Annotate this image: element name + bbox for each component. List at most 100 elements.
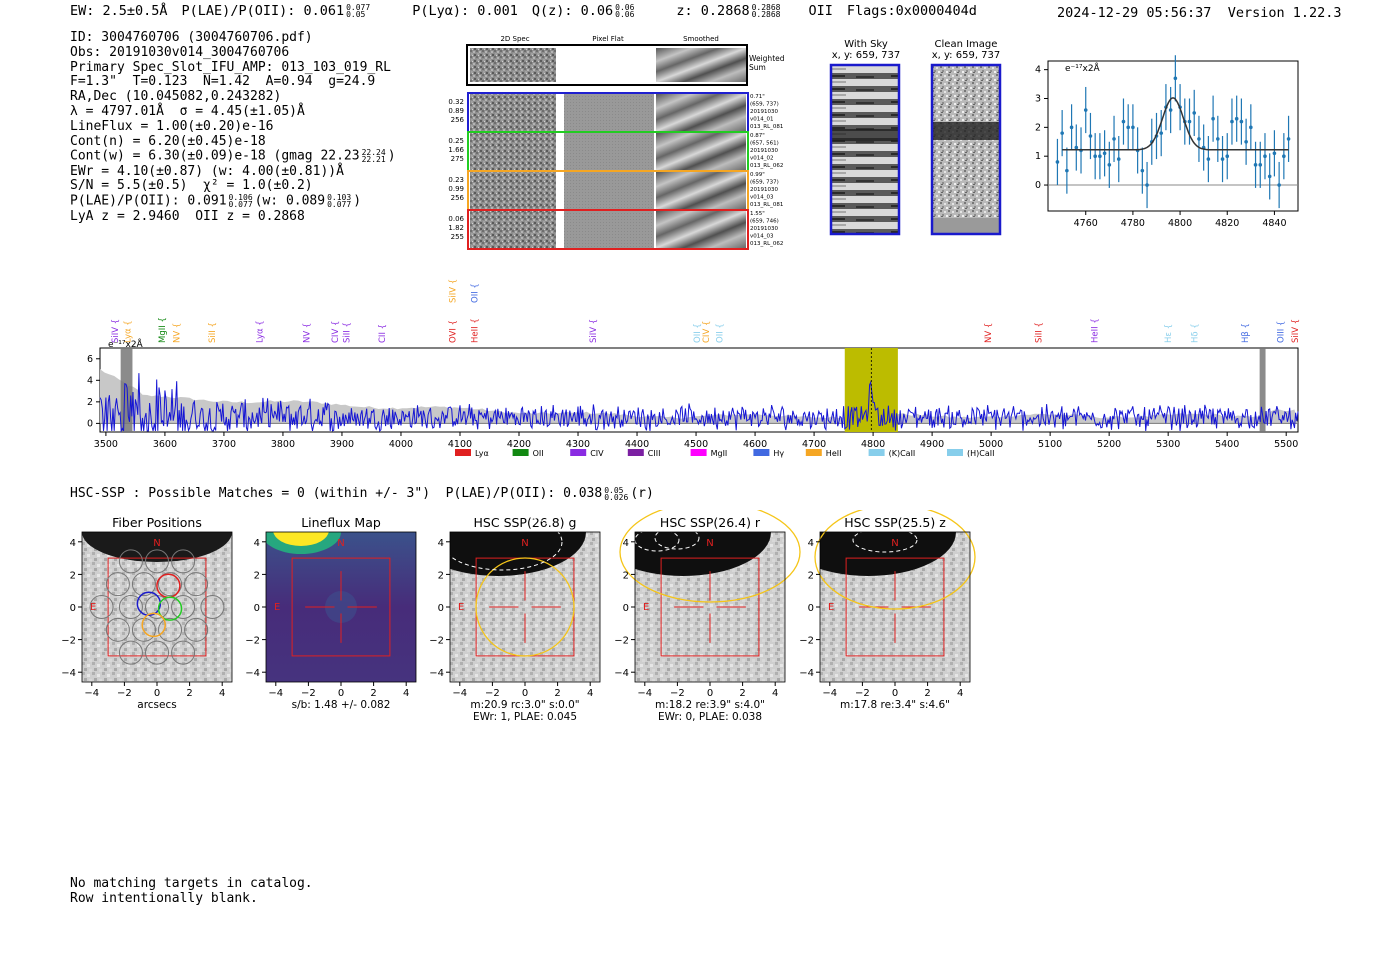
fit-point [1277,161,1281,209]
col-header-pixelflat: Pixel Flat [592,35,624,43]
cutout-value: 0.32 [448,98,464,106]
aperture-ellipse [814,510,976,610]
spec-xtick-label: 4300 [566,439,590,450]
spec-xtick-label: 5200 [1097,439,1121,450]
emission-line-label: MgII { [158,317,168,343]
bright-source [450,532,586,576]
panel-caption: m:17.8 re:3.4" s:4.6" [840,699,950,711]
fit-point [1220,136,1225,183]
svg-text:CIV: CIV [590,449,604,458]
plya-value: P(Lyα): 0.001 [412,3,518,19]
legend-item: (H)CaII [947,449,994,458]
panel-xtick-label: 0 [522,688,528,699]
with-sky-image [829,63,901,236]
spec-ytick-label: 2 [87,397,93,408]
panel-xtick-label: −4 [822,688,837,699]
spec-xtick-label: 4200 [507,439,531,450]
fit-point [1234,95,1239,142]
fit-point [1286,115,1291,162]
cutout-value: 1.66 [448,146,464,154]
panel-ytick-label: 2 [70,570,76,581]
spectrum-ylabel: e⁻¹⁷x2Å [108,338,144,350]
fiber-circle [171,549,196,574]
fit-point [1065,147,1069,194]
emission-line-label: SiIV { [589,319,599,343]
ew-value: EW: 2.5±0.5Å [70,3,168,19]
fit-point [1267,153,1272,200]
cutout-note: 013_RL_062 [750,163,783,169]
fiber-circle [145,640,169,665]
qz-value: Q(z): 0.06 0.06 0.06 [531,3,635,19]
cutout-note: 0.87" [750,133,765,139]
emission-line-label: Hε { [1164,324,1174,343]
panel-xtick-label: 2 [186,688,192,699]
catalog-ellipse [654,526,700,550]
fit-ytick-label: 4 [1035,65,1041,76]
emission-line-label: HeII { [1090,318,1100,343]
panel-ytick-label: −4 [614,668,629,679]
spec-xtick-label: 3500 [94,439,118,450]
fit-point [1216,115,1220,162]
fiber-circle-3 [141,612,166,638]
emission-line-label: OVI { [448,320,458,343]
fit-point [1225,133,1230,180]
emission-line-label: OIII { [1276,321,1286,343]
col-header-smoothed: Smoothed [683,35,719,43]
weighted-label: Weighted [749,54,785,63]
fit-point [1088,112,1093,160]
fit-xtick-label: 4840 [1262,218,1286,229]
fit-xtick-label: 4820 [1215,218,1239,229]
cutout-value: 0.25 [448,137,464,145]
fit-ytick-label: 1 [1035,151,1041,162]
svg-text:Hγ: Hγ [773,449,784,458]
fit-point [1121,98,1126,145]
north-marker: N [153,538,160,549]
fit-point [1131,104,1135,151]
fit-point [1102,130,1107,177]
cutout-note: (659, 746) [750,219,779,225]
cutout-value: 0.23 [448,176,464,184]
panel-ytick-label: 0 [70,603,76,614]
fit-point [1230,98,1234,145]
imaging-panel-5: HSC SSP(25.5) z N E −4 −4 −2 −2 0 0 2 2 4 4 m:17.8 re… [799,510,976,711]
panel-ytick-label: −2 [61,636,76,647]
fit-point [1074,124,1079,171]
col-header-2dspec: 2D Spec [500,35,529,43]
cutout-note: 013_RL_062 [750,241,783,247]
info-lambda: λ = 4797.01Å σ = 4.45(±1.05)Å [70,103,305,119]
cutout-value: 0.99 [448,185,464,193]
fit-point [1197,115,1201,162]
fit-ytick-label: 3 [1035,94,1041,105]
fiber-circle-2 [157,596,183,621]
fit-curve [1062,97,1289,151]
panel-xtick-label: 0 [892,688,898,699]
panel-xtick-label: 4 [219,688,225,699]
fiber-circle [131,572,156,597]
panel-xtick-label: 4 [772,688,778,699]
fiber-circle [105,617,130,642]
fit-point [1173,55,1178,102]
panel-xtick-label: −2 [301,688,316,699]
fit-point [1159,110,1164,157]
fit-point [1126,104,1130,151]
cutout-note: 20191030 [750,226,778,232]
fit-point [1192,89,1197,136]
search-box [845,557,945,657]
fiber-circle [118,595,143,619]
fiber-circle [118,640,143,665]
fit-point [1206,136,1211,183]
cutout-value: 0.89 [448,107,464,115]
spec-xtick-label: 4600 [743,439,767,450]
full-spectrum-plot: SiIV {OII { SiIV {Lyα {MgII {NV {SiII {L… [87,279,1301,458]
fit-point [1140,147,1145,194]
spec-ytick-label: 4 [87,375,93,386]
panel-xtick-label: −4 [84,688,99,699]
cutout-value: 275 [451,155,464,163]
panel-caption-2: EWr: 0, PLAE: 0.038 [658,711,762,723]
spec-ytick-label: 0 [87,418,93,429]
panel-xtick-label: 2 [554,688,560,699]
north-marker: N [521,538,528,549]
fit-point [1112,115,1116,162]
spec-xtick-label: 3900 [330,439,354,450]
